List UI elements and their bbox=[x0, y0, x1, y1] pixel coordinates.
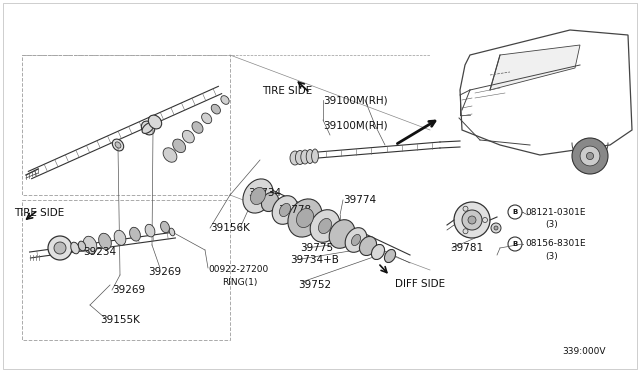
Ellipse shape bbox=[262, 192, 278, 212]
Ellipse shape bbox=[288, 199, 322, 237]
Text: 39100M(RH): 39100M(RH) bbox=[323, 95, 388, 105]
Text: 39156K: 39156K bbox=[210, 223, 250, 233]
Circle shape bbox=[491, 223, 501, 233]
Ellipse shape bbox=[296, 151, 305, 164]
Circle shape bbox=[48, 236, 72, 260]
Text: 00922-27200: 00922-27200 bbox=[208, 266, 268, 275]
Ellipse shape bbox=[290, 151, 300, 165]
Text: 39234: 39234 bbox=[83, 247, 116, 257]
Text: TIRE SIDE: TIRE SIDE bbox=[14, 208, 64, 218]
Ellipse shape bbox=[310, 210, 340, 242]
Ellipse shape bbox=[221, 96, 229, 104]
Ellipse shape bbox=[99, 233, 111, 250]
Ellipse shape bbox=[83, 236, 97, 254]
Ellipse shape bbox=[70, 242, 79, 254]
Text: 08121-0301E: 08121-0301E bbox=[525, 208, 586, 217]
Ellipse shape bbox=[78, 241, 86, 251]
Circle shape bbox=[483, 218, 488, 222]
Circle shape bbox=[586, 153, 593, 160]
Text: 39775: 39775 bbox=[300, 243, 333, 253]
Circle shape bbox=[454, 202, 490, 238]
Text: 39269: 39269 bbox=[112, 285, 145, 295]
Ellipse shape bbox=[272, 196, 298, 224]
Text: B: B bbox=[513, 209, 518, 215]
Ellipse shape bbox=[129, 227, 140, 241]
Text: RING(1): RING(1) bbox=[222, 278, 257, 286]
Ellipse shape bbox=[250, 187, 266, 205]
Text: 39155K: 39155K bbox=[100, 315, 140, 325]
Text: 39269: 39269 bbox=[148, 267, 181, 277]
Circle shape bbox=[463, 229, 468, 234]
Text: B: B bbox=[513, 241, 518, 247]
Circle shape bbox=[580, 146, 600, 166]
Ellipse shape bbox=[192, 122, 203, 133]
Text: 339:000V: 339:000V bbox=[562, 347, 605, 356]
Ellipse shape bbox=[148, 115, 162, 129]
Ellipse shape bbox=[371, 244, 385, 260]
Ellipse shape bbox=[306, 150, 314, 164]
Ellipse shape bbox=[113, 139, 124, 151]
Circle shape bbox=[508, 205, 522, 219]
Ellipse shape bbox=[202, 113, 212, 124]
Text: 39752: 39752 bbox=[298, 280, 331, 290]
Ellipse shape bbox=[211, 104, 220, 114]
Circle shape bbox=[508, 237, 522, 251]
Text: DIFF SIDE: DIFF SIDE bbox=[395, 279, 445, 289]
Text: 39778: 39778 bbox=[278, 205, 311, 215]
Text: 08156-8301E: 08156-8301E bbox=[525, 240, 586, 248]
Text: 39774: 39774 bbox=[343, 195, 376, 205]
Ellipse shape bbox=[182, 131, 195, 143]
Ellipse shape bbox=[145, 224, 155, 237]
Text: 39781: 39781 bbox=[450, 243, 483, 253]
Ellipse shape bbox=[312, 149, 318, 163]
Circle shape bbox=[468, 216, 476, 224]
Ellipse shape bbox=[351, 234, 360, 246]
Circle shape bbox=[494, 226, 498, 230]
Ellipse shape bbox=[385, 250, 396, 263]
Ellipse shape bbox=[301, 150, 309, 164]
Text: 39734+B: 39734+B bbox=[290, 255, 339, 265]
Ellipse shape bbox=[173, 139, 186, 153]
Text: (3): (3) bbox=[545, 251, 557, 260]
Ellipse shape bbox=[243, 179, 273, 213]
Ellipse shape bbox=[345, 228, 367, 252]
Ellipse shape bbox=[296, 208, 314, 228]
Ellipse shape bbox=[329, 220, 355, 248]
Circle shape bbox=[463, 206, 468, 211]
Ellipse shape bbox=[280, 203, 291, 217]
Text: 39734: 39734 bbox=[248, 188, 281, 198]
Ellipse shape bbox=[360, 237, 376, 256]
Polygon shape bbox=[490, 45, 580, 90]
Circle shape bbox=[572, 138, 608, 174]
Circle shape bbox=[54, 242, 66, 254]
Ellipse shape bbox=[114, 230, 126, 245]
Ellipse shape bbox=[161, 221, 170, 232]
Text: TIRE SIDE: TIRE SIDE bbox=[262, 86, 312, 96]
Ellipse shape bbox=[319, 218, 332, 234]
Ellipse shape bbox=[141, 121, 155, 135]
Ellipse shape bbox=[170, 228, 175, 236]
Ellipse shape bbox=[142, 122, 154, 134]
Ellipse shape bbox=[115, 142, 121, 148]
Text: 39100M(RH): 39100M(RH) bbox=[323, 120, 388, 130]
Ellipse shape bbox=[163, 148, 177, 162]
Circle shape bbox=[462, 210, 482, 230]
Text: (3): (3) bbox=[545, 219, 557, 228]
